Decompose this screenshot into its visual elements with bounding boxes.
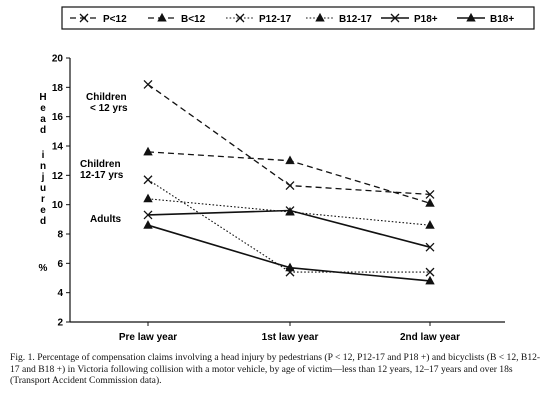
data-point-marker [425, 220, 435, 229]
head-injury-line-chart: P<12 B<12 P12-17 B12-17 P18+ B18+ 2 4 6 8 10 12 14 1… [39, 6, 535, 343]
data-point-marker [285, 155, 295, 165]
y-tick-label: 6 [57, 259, 63, 270]
y-axis-label-letter: H [39, 92, 46, 103]
series-p18- [143, 206, 435, 252]
y-axis-label-letter: e [40, 103, 46, 114]
y-tick-label: 10 [52, 200, 64, 211]
y-axis-label-letter: e [40, 205, 46, 216]
legend-marker-triangle [157, 12, 167, 22]
legend-box [61, 6, 535, 30]
data-point-marker [285, 181, 295, 191]
data-point-marker [143, 220, 153, 229]
y-tick-label: 18 [52, 83, 64, 94]
group-annotation-label: Adults [90, 214, 122, 225]
chart-axes: 2 4 6 8 10 12 14 16 18 20 Pre law year 1st law year… [52, 54, 505, 343]
data-point-marker [425, 189, 435, 199]
x-tick-label: 1st law year [262, 332, 319, 343]
series-line [147, 179, 430, 273]
data-point-marker [285, 206, 295, 215]
legend-entry-label: P12-17 [259, 14, 292, 25]
y-axis-label-letter: d [40, 216, 46, 227]
legend-entry-label: P18+ [414, 14, 438, 25]
data-point-marker [285, 262, 295, 272]
chart-legend: P<12 B<12 P12-17 B12-17 P18+ B18+ [61, 6, 535, 30]
data-point-marker [425, 198, 435, 207]
series-line [147, 198, 431, 226]
series-b18- [143, 220, 435, 285]
legend-marker-triangle [466, 12, 476, 22]
y-axis-label-letter: j [41, 172, 45, 183]
y-tick-label: 20 [52, 54, 64, 65]
y-tick-label: 14 [52, 142, 64, 153]
y-axis-label-letter: i [42, 150, 45, 161]
data-point-marker [425, 242, 435, 252]
data-point-marker [143, 146, 153, 156]
x-tick-label: Pre law year [119, 332, 177, 343]
group-annotation-label: Children [80, 159, 121, 170]
legend-marker-x [235, 13, 245, 23]
series-line [147, 209, 431, 248]
y-axis-label-letter: d [40, 125, 46, 136]
data-point-marker [143, 175, 153, 185]
series-line [147, 83, 431, 196]
legend-entry-label: B18+ [490, 14, 514, 25]
figure-caption: Fig. 1. Percentage of compensation claim… [10, 352, 541, 386]
data-point-marker [143, 79, 153, 89]
group-annotation-label: 12-17 yrs [80, 170, 124, 181]
legend-entry-label: B<12 [181, 14, 206, 25]
legend-entry-label: P<12 [103, 14, 127, 25]
legend-marker-x [79, 13, 89, 23]
legend-marker-triangle [315, 12, 325, 22]
group-annotation-label: < 12 yrs [90, 103, 128, 114]
y-tick-label: 4 [57, 288, 63, 299]
y-tick-label: 8 [57, 230, 63, 241]
data-point-marker [143, 193, 153, 203]
y-axis-label-letter: n [40, 161, 46, 172]
series-p-12 [143, 79, 435, 199]
series-b-12 [143, 146, 435, 207]
y-axis-label-letter: a [40, 114, 46, 125]
legend-marker-x [390, 13, 400, 23]
y-axis-label-letter: % [39, 263, 48, 274]
series-p12-17 [143, 175, 435, 277]
data-point-marker [425, 275, 435, 285]
legend-entry-label: B12-17 [339, 14, 372, 25]
y-axis-label-letter: r [41, 194, 45, 205]
plot-area [143, 79, 435, 285]
y-tick-label: 12 [52, 171, 64, 182]
y-axis-label-letter: u [40, 183, 46, 194]
y-tick-label: 16 [52, 112, 64, 123]
group-annotation-label: Children [86, 92, 127, 103]
data-point-marker [425, 267, 435, 277]
y-tick-label: 2 [57, 318, 63, 329]
data-point-marker [143, 210, 153, 220]
x-tick-label: 2nd law year [400, 332, 460, 343]
